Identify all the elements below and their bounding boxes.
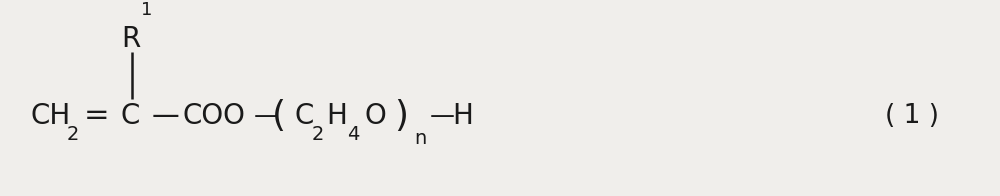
- Text: ): ): [394, 99, 408, 132]
- Text: 2: 2: [312, 125, 324, 144]
- Text: 1: 1: [141, 1, 152, 19]
- Text: C: C: [120, 102, 139, 130]
- Text: =: =: [84, 101, 110, 130]
- Text: —: —: [430, 103, 455, 128]
- Text: ( 1 ): ( 1 ): [885, 103, 939, 129]
- Text: O: O: [364, 102, 386, 130]
- Text: H: H: [452, 102, 473, 130]
- Text: n: n: [414, 129, 426, 148]
- Text: —: —: [152, 102, 180, 130]
- Text: H: H: [326, 102, 347, 130]
- Text: C: C: [294, 102, 313, 130]
- Text: COO: COO: [182, 102, 245, 130]
- Text: —: —: [254, 103, 279, 128]
- Text: R: R: [122, 25, 141, 53]
- Text: 2: 2: [66, 125, 79, 144]
- Text: 4: 4: [347, 125, 359, 144]
- Text: CH: CH: [30, 102, 70, 130]
- Text: (: (: [272, 99, 286, 132]
